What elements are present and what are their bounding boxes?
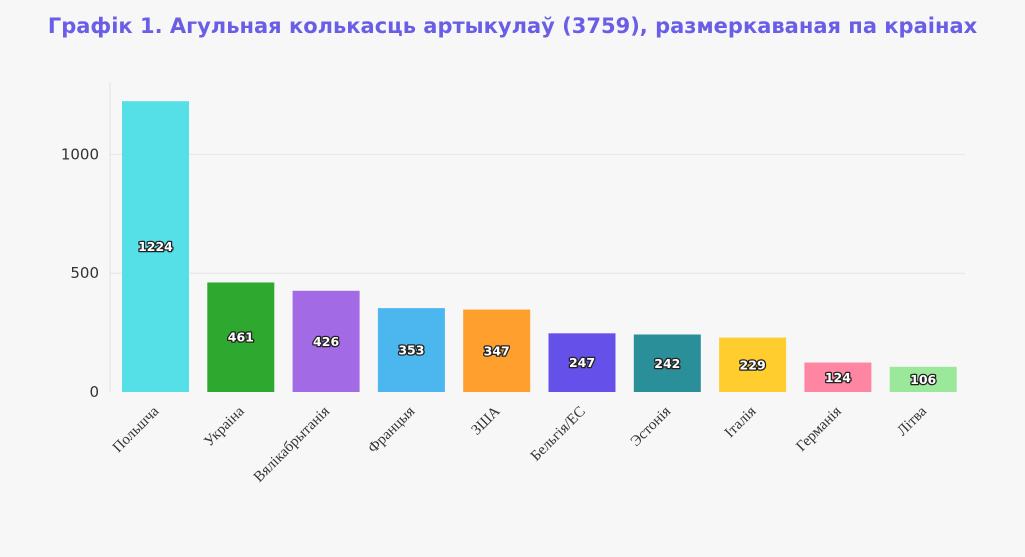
chart-title: Графік 1. Агульная колькасць артыкулаў (… bbox=[47, 14, 978, 38]
x-tick-label: Германія bbox=[793, 403, 844, 454]
x-tick-label: Італія bbox=[722, 403, 760, 441]
bar bbox=[122, 101, 189, 392]
gridlines bbox=[110, 153, 965, 274]
bar bbox=[292, 290, 360, 392]
y-tick-label: 0 bbox=[89, 383, 99, 401]
bar bbox=[719, 337, 787, 392]
x-axis-ticks: Польшча Украіна Вялікабрытанія Францыя ЗША Бе… bbox=[110, 403, 930, 485]
x-tick-label: ЗША bbox=[469, 403, 504, 438]
data-label: 426 bbox=[313, 334, 339, 349]
data-label: 347 bbox=[484, 343, 510, 358]
bar bbox=[548, 333, 616, 392]
bar bbox=[463, 309, 531, 392]
data-label: 353 bbox=[398, 343, 424, 358]
x-tick-label: Вялікабрытанія bbox=[251, 403, 333, 485]
data-labels: 1224 461 426 353 347 247 242 229 124 106 bbox=[137, 238, 938, 388]
data-label: 229 bbox=[740, 357, 766, 372]
data-label: 247 bbox=[569, 355, 595, 370]
data-label: 106 bbox=[910, 372, 936, 387]
bar bbox=[633, 334, 701, 392]
x-tick-label: Украіна bbox=[201, 403, 248, 450]
x-tick-label: Францыя bbox=[365, 403, 418, 456]
data-label: 1224 bbox=[138, 239, 173, 254]
x-tick-label: Польшча bbox=[110, 403, 163, 456]
bar bbox=[889, 366, 957, 392]
data-label: 461 bbox=[228, 330, 254, 345]
bars bbox=[122, 101, 957, 392]
bar bbox=[377, 308, 445, 392]
bar bbox=[207, 282, 275, 392]
y-axis-ticks: 0 500 1000 bbox=[61, 145, 99, 401]
x-tick-label: Бельгія/ЕС bbox=[528, 404, 589, 465]
data-label: 124 bbox=[825, 370, 851, 385]
x-tick-label: Літва bbox=[894, 403, 930, 439]
data-label: 242 bbox=[654, 356, 680, 371]
y-tick-label: 500 bbox=[70, 264, 99, 282]
bar bbox=[804, 362, 872, 392]
y-tick-label: 1000 bbox=[61, 145, 99, 163]
x-tick-label: Эстонія bbox=[628, 403, 674, 449]
